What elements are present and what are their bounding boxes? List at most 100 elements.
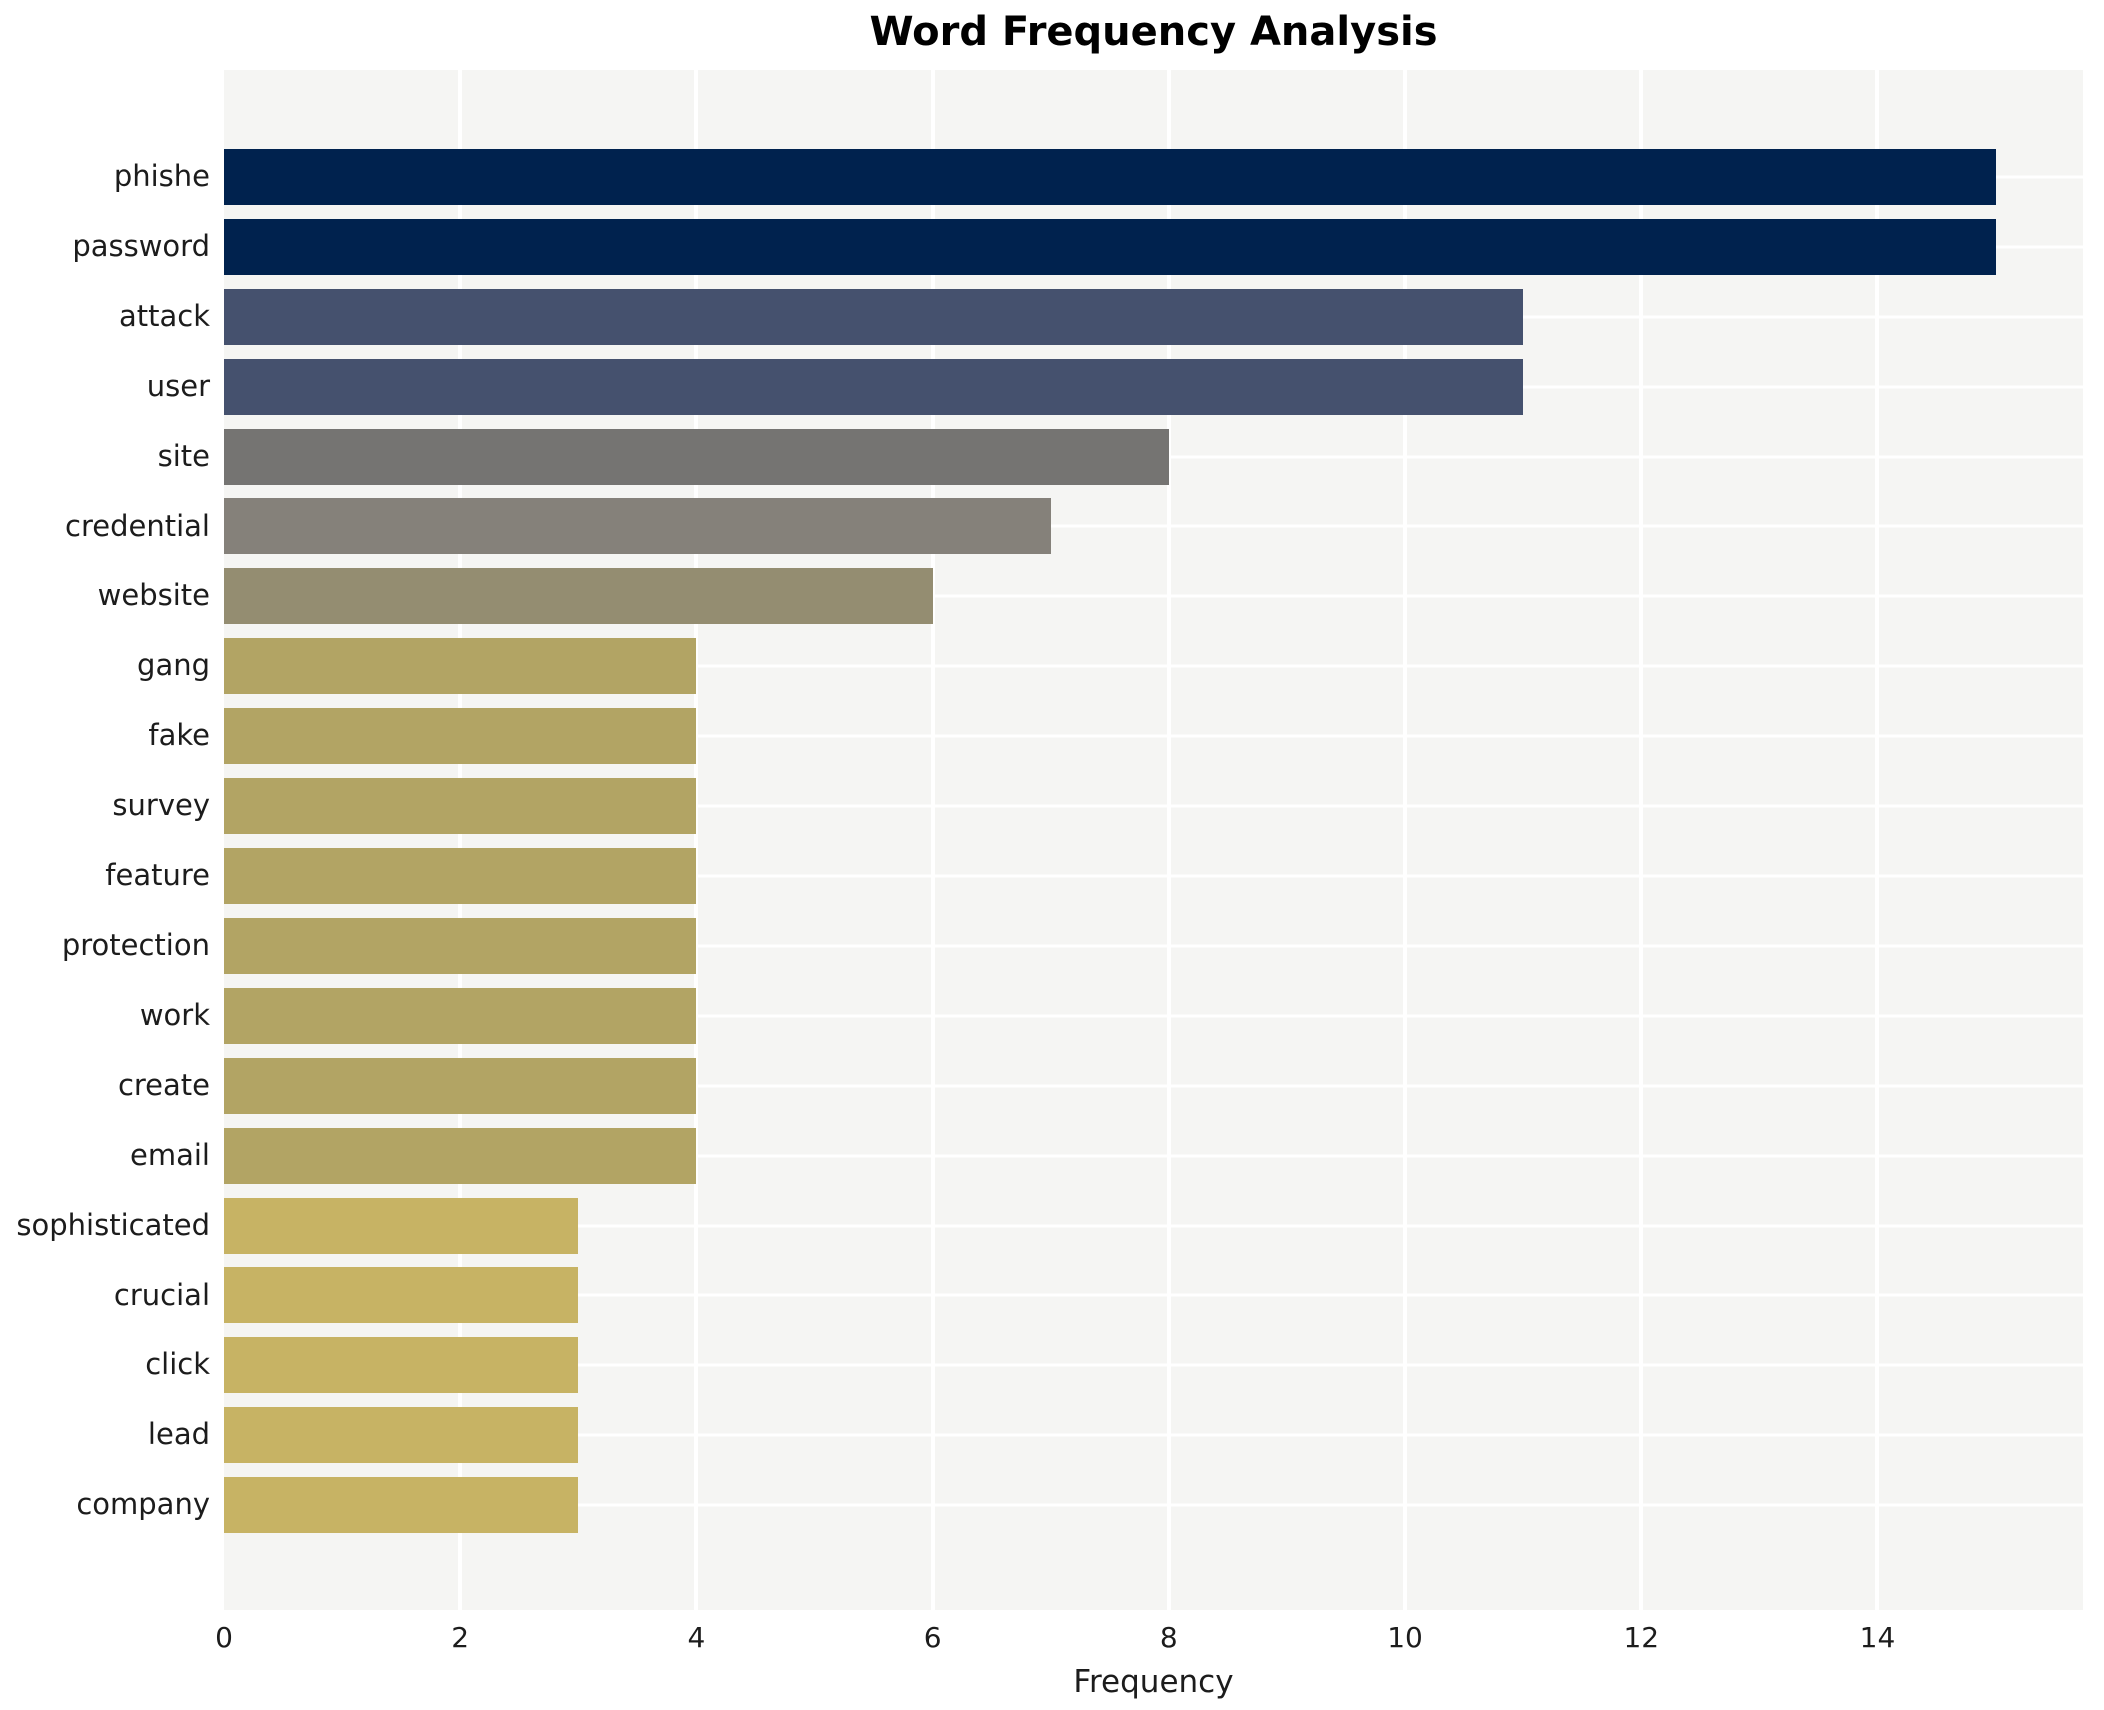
bar-row: user	[0, 352, 2083, 422]
bar-track	[224, 631, 2083, 701]
gridline-horizontal	[224, 1503, 2083, 1507]
bar	[224, 1267, 579, 1324]
bar-track	[224, 1121, 2083, 1191]
gridline-horizontal	[224, 804, 2083, 808]
y-tick-label: phishe	[113, 159, 210, 193]
bar-row: crucial	[0, 1261, 2083, 1331]
x-tick-label: 8	[1159, 1621, 1178, 1654]
y-tick-label: credential	[65, 508, 210, 543]
x-tick-label: 4	[687, 1621, 706, 1654]
bar-track	[224, 1051, 2083, 1121]
bar	[224, 638, 697, 695]
bar	[224, 1197, 579, 1254]
y-tick-label: site	[157, 438, 210, 473]
bar-row: sophisticated	[0, 1191, 2083, 1261]
bar	[224, 1477, 579, 1534]
bar	[224, 428, 1169, 485]
bar	[224, 358, 1524, 415]
bar	[224, 917, 697, 974]
bar-track	[224, 701, 2083, 771]
bar	[224, 498, 1051, 555]
y-tick-label: fake	[148, 718, 210, 753]
x-tick-label: 10	[1387, 1621, 1423, 1654]
y-tick-label: user	[146, 368, 210, 403]
gridline-horizontal	[224, 734, 2083, 738]
bar-row: site	[0, 422, 2083, 492]
bar	[224, 218, 1996, 275]
y-tick-label: lead	[147, 1417, 210, 1452]
y-tick-label: protection	[61, 927, 210, 962]
gridline-horizontal	[224, 1014, 2083, 1018]
bar-row: lead	[0, 1400, 2083, 1470]
gridline-horizontal	[224, 944, 2083, 948]
bar	[224, 1407, 579, 1464]
bar-track	[224, 282, 2083, 352]
bar-rows: phishe password attack user site	[0, 70, 2083, 1610]
bar-track	[224, 981, 2083, 1051]
bar	[224, 1337, 579, 1394]
gridline-horizontal	[224, 1293, 2083, 1297]
gridline-vertical	[1166, 70, 1171, 1610]
bar	[224, 148, 1996, 205]
gridline-horizontal	[224, 594, 2083, 598]
bar	[224, 848, 697, 905]
bar-track	[224, 911, 2083, 981]
y-tick-label: password	[72, 228, 210, 263]
bar	[224, 708, 697, 765]
bar-row: credential	[0, 492, 2083, 562]
gridline-horizontal	[224, 1224, 2083, 1228]
y-tick-label: create	[117, 1067, 210, 1102]
gridline-vertical	[1639, 70, 1644, 1610]
gridline-vertical	[1403, 70, 1408, 1610]
bar-track	[224, 352, 2083, 422]
bar-track	[224, 1330, 2083, 1400]
y-tick-label: work	[139, 997, 210, 1032]
y-tick-label: website	[97, 578, 210, 613]
gridline-horizontal	[224, 874, 2083, 878]
gridline-vertical	[458, 70, 463, 1610]
bar-track	[224, 841, 2083, 911]
y-tick-label: survey	[112, 788, 210, 823]
bar-row: phishe	[0, 142, 2083, 212]
y-tick-label: email	[130, 1137, 210, 1172]
y-tick-label: company	[76, 1487, 210, 1522]
bar-row: feature	[0, 841, 2083, 911]
bar-track	[224, 1470, 2083, 1540]
y-tick-label: attack	[118, 298, 210, 333]
bar	[224, 288, 1524, 345]
y-tick-label: feature	[105, 858, 210, 893]
bar-track	[224, 492, 2083, 562]
gridline-horizontal	[224, 524, 2083, 528]
vgrid-layer	[224, 70, 2083, 1610]
gridline-horizontal	[224, 1154, 2083, 1158]
bar-row: company	[0, 1470, 2083, 1540]
y-tick-label: sophisticated	[16, 1207, 210, 1242]
bar-row: website	[0, 561, 2083, 631]
x-tick-label: 0	[215, 1621, 233, 1654]
bar-row: password	[0, 212, 2083, 282]
bar	[224, 778, 697, 835]
x-axis-ticks: 0 2 4 6 8 10 12 14	[215, 1610, 2083, 1670]
gridline-vertical	[930, 70, 935, 1610]
x-axis-label: Frequency	[1073, 1664, 1234, 1700]
bar-row: work	[0, 981, 2083, 1051]
x-tick-label: 2	[451, 1621, 470, 1654]
gridline-horizontal	[224, 1084, 2083, 1088]
bar-row: gang	[0, 631, 2083, 701]
bar	[224, 1057, 697, 1114]
bar-row: create	[0, 1051, 2083, 1121]
bar-track	[224, 1400, 2083, 1470]
gridline-vertical	[1875, 70, 1880, 1610]
bar-row: survey	[0, 771, 2083, 841]
gridline-vertical	[694, 70, 699, 1610]
y-tick-label: gang	[137, 648, 210, 683]
x-tick-label: 14	[1859, 1621, 1896, 1654]
x-tick-label: 12	[1623, 1621, 1660, 1654]
bar-row: click	[0, 1330, 2083, 1400]
gridline-horizontal	[224, 664, 2083, 668]
bar	[224, 1127, 697, 1184]
bar-track	[224, 1191, 2083, 1261]
gridline-horizontal	[224, 1433, 2083, 1437]
y-tick-label: click	[145, 1347, 210, 1382]
